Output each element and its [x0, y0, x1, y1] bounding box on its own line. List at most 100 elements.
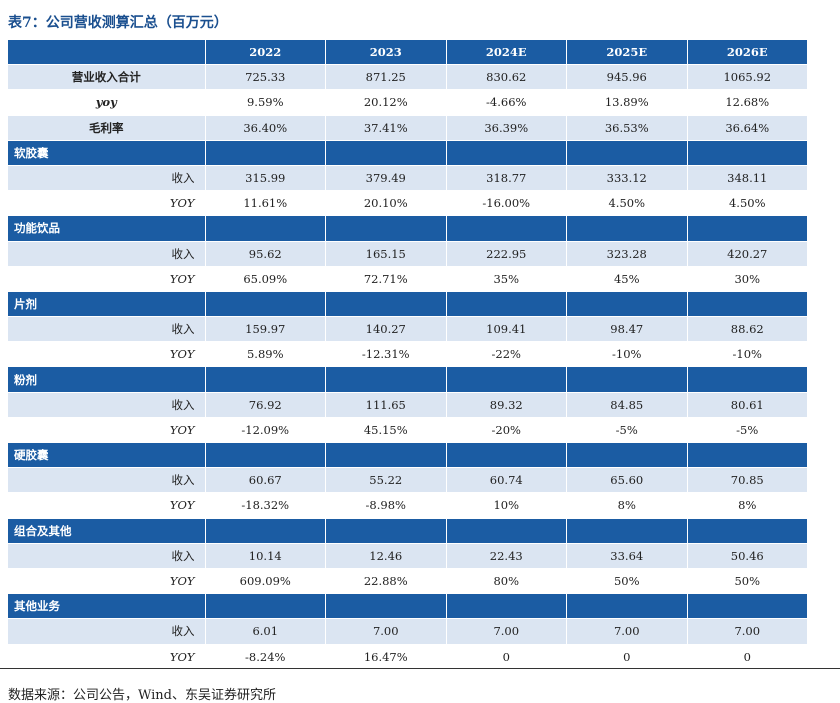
- cell: [566, 518, 688, 544]
- summary-row: 营业收入合计 725.33 871.25 830.62 945.96 1065.92: [8, 64, 808, 91]
- cell: YOY: [8, 341, 206, 368]
- cell: [325, 366, 447, 393]
- cell: [566, 442, 688, 469]
- cell: [566, 291, 688, 318]
- data-row: 收入 60.67 55.22 60.74 65.60 70.85: [8, 467, 808, 494]
- cell: 16.47%: [325, 644, 447, 670]
- cell: 165.15: [325, 241, 447, 267]
- cell: 830.62: [446, 64, 567, 91]
- cell: 348.11: [687, 165, 808, 192]
- cell: 软胶囊: [8, 140, 206, 166]
- cell: [687, 593, 808, 620]
- cell: yoy: [8, 89, 206, 116]
- cell: 84.85: [566, 392, 688, 418]
- cell: 粉剂: [8, 366, 206, 393]
- summary-row: 毛利率 36.40% 37.41% 36.39% 36.53% 36.64%: [8, 115, 808, 141]
- cell: 420.27: [687, 241, 808, 267]
- cell: [446, 366, 567, 393]
- data-row: 收入 10.14 12.46 22.43 33.64 50.46: [8, 543, 808, 569]
- cell: 0: [687, 644, 808, 670]
- cell: 70.85: [687, 467, 808, 494]
- cell: [446, 593, 567, 620]
- section-row: 硬胶囊: [8, 442, 808, 469]
- cell: [446, 518, 567, 544]
- cell: -12.09%: [205, 417, 326, 444]
- cell: [205, 593, 326, 620]
- data-row: YOY 609.09% 22.88% 80% 50% 50%: [8, 568, 808, 595]
- data-row: YOY 5.89% -12.31% -22% -10% -10%: [8, 341, 808, 368]
- cell: 323.28: [566, 241, 688, 267]
- cell: 315.99: [205, 165, 326, 192]
- cell: 收入: [8, 392, 206, 418]
- data-row: YOY 11.61% 20.10% -16.00% 4.50% 4.50%: [8, 190, 808, 217]
- cell: [687, 442, 808, 469]
- cell: 20.10%: [325, 190, 447, 217]
- cell: 89.32: [446, 392, 567, 418]
- cell: 109.41: [446, 316, 567, 343]
- cell: 140.27: [325, 316, 447, 343]
- data-row: YOY -12.09% 45.15% -20% -5% -5%: [8, 417, 808, 444]
- cell: 6.01: [205, 618, 326, 645]
- cell: 76.92: [205, 392, 326, 418]
- cell: 222.95: [446, 241, 567, 267]
- cell: 11.61%: [205, 190, 326, 217]
- cell: 95.62: [205, 241, 326, 267]
- cell: 871.25: [325, 64, 447, 91]
- cell: -12.31%: [325, 341, 447, 368]
- cell: 37.41%: [325, 115, 447, 141]
- cell: 55.22: [325, 467, 447, 494]
- cell: 8%: [687, 492, 808, 519]
- cell: [205, 215, 326, 242]
- cell: -8.24%: [205, 644, 326, 670]
- cell: 2023: [325, 40, 447, 66]
- cell: 收入: [8, 618, 206, 645]
- cell: 收入: [8, 543, 206, 569]
- cell: -10%: [566, 341, 688, 368]
- cell: 收入: [8, 241, 206, 267]
- cell: 725.33: [205, 64, 326, 91]
- cell: [205, 442, 326, 469]
- cell: [687, 291, 808, 318]
- cell: 379.49: [325, 165, 447, 192]
- cell: [687, 140, 808, 166]
- cell: 22.43: [446, 543, 567, 569]
- bottom-rule: [0, 668, 840, 669]
- cell: [446, 291, 567, 318]
- header-row: 2022 2023 2024E 2025E 2026E: [8, 40, 808, 66]
- data-row: YOY 65.09% 72.71% 35% 45% 30%: [8, 266, 808, 292]
- cell: 60.67: [205, 467, 326, 494]
- section-row: 组合及其他: [8, 518, 808, 544]
- cell: 组合及其他: [8, 518, 206, 544]
- cell: -18.32%: [205, 492, 326, 519]
- cell: [687, 366, 808, 393]
- cell: 0: [566, 644, 688, 670]
- cell: 35%: [446, 266, 567, 292]
- table: 2022 2023 2024E 2025E 2026E 营业收入合计 725.33 871.2…: [8, 40, 808, 670]
- cell: [446, 215, 567, 242]
- cell: [566, 593, 688, 620]
- cell: 9.59%: [205, 89, 326, 116]
- source-note: 数据来源：公司公告，Wind、东吴证券研究所: [8, 688, 276, 703]
- cell: [687, 518, 808, 544]
- cell: -4.66%: [446, 89, 567, 116]
- cell: 159.97: [205, 316, 326, 343]
- cell: 4.50%: [687, 190, 808, 217]
- cell: [325, 215, 447, 242]
- cell: 80%: [446, 568, 567, 595]
- cell: [205, 366, 326, 393]
- cell: [205, 291, 326, 318]
- cell: 其他业务: [8, 593, 206, 620]
- data-row: 收入 95.62 165.15 222.95 323.28 420.27: [8, 241, 808, 267]
- section-row: 其他业务: [8, 593, 808, 620]
- cell: 36.64%: [687, 115, 808, 141]
- cell: YOY: [8, 568, 206, 595]
- cell: 0: [446, 644, 567, 670]
- cell: 收入: [8, 165, 206, 192]
- cell: 收入: [8, 467, 206, 494]
- cell: [566, 215, 688, 242]
- cell: [325, 593, 447, 620]
- cell: 片剂: [8, 291, 206, 318]
- cell: -16.00%: [446, 190, 567, 217]
- cell: 4.50%: [566, 190, 688, 217]
